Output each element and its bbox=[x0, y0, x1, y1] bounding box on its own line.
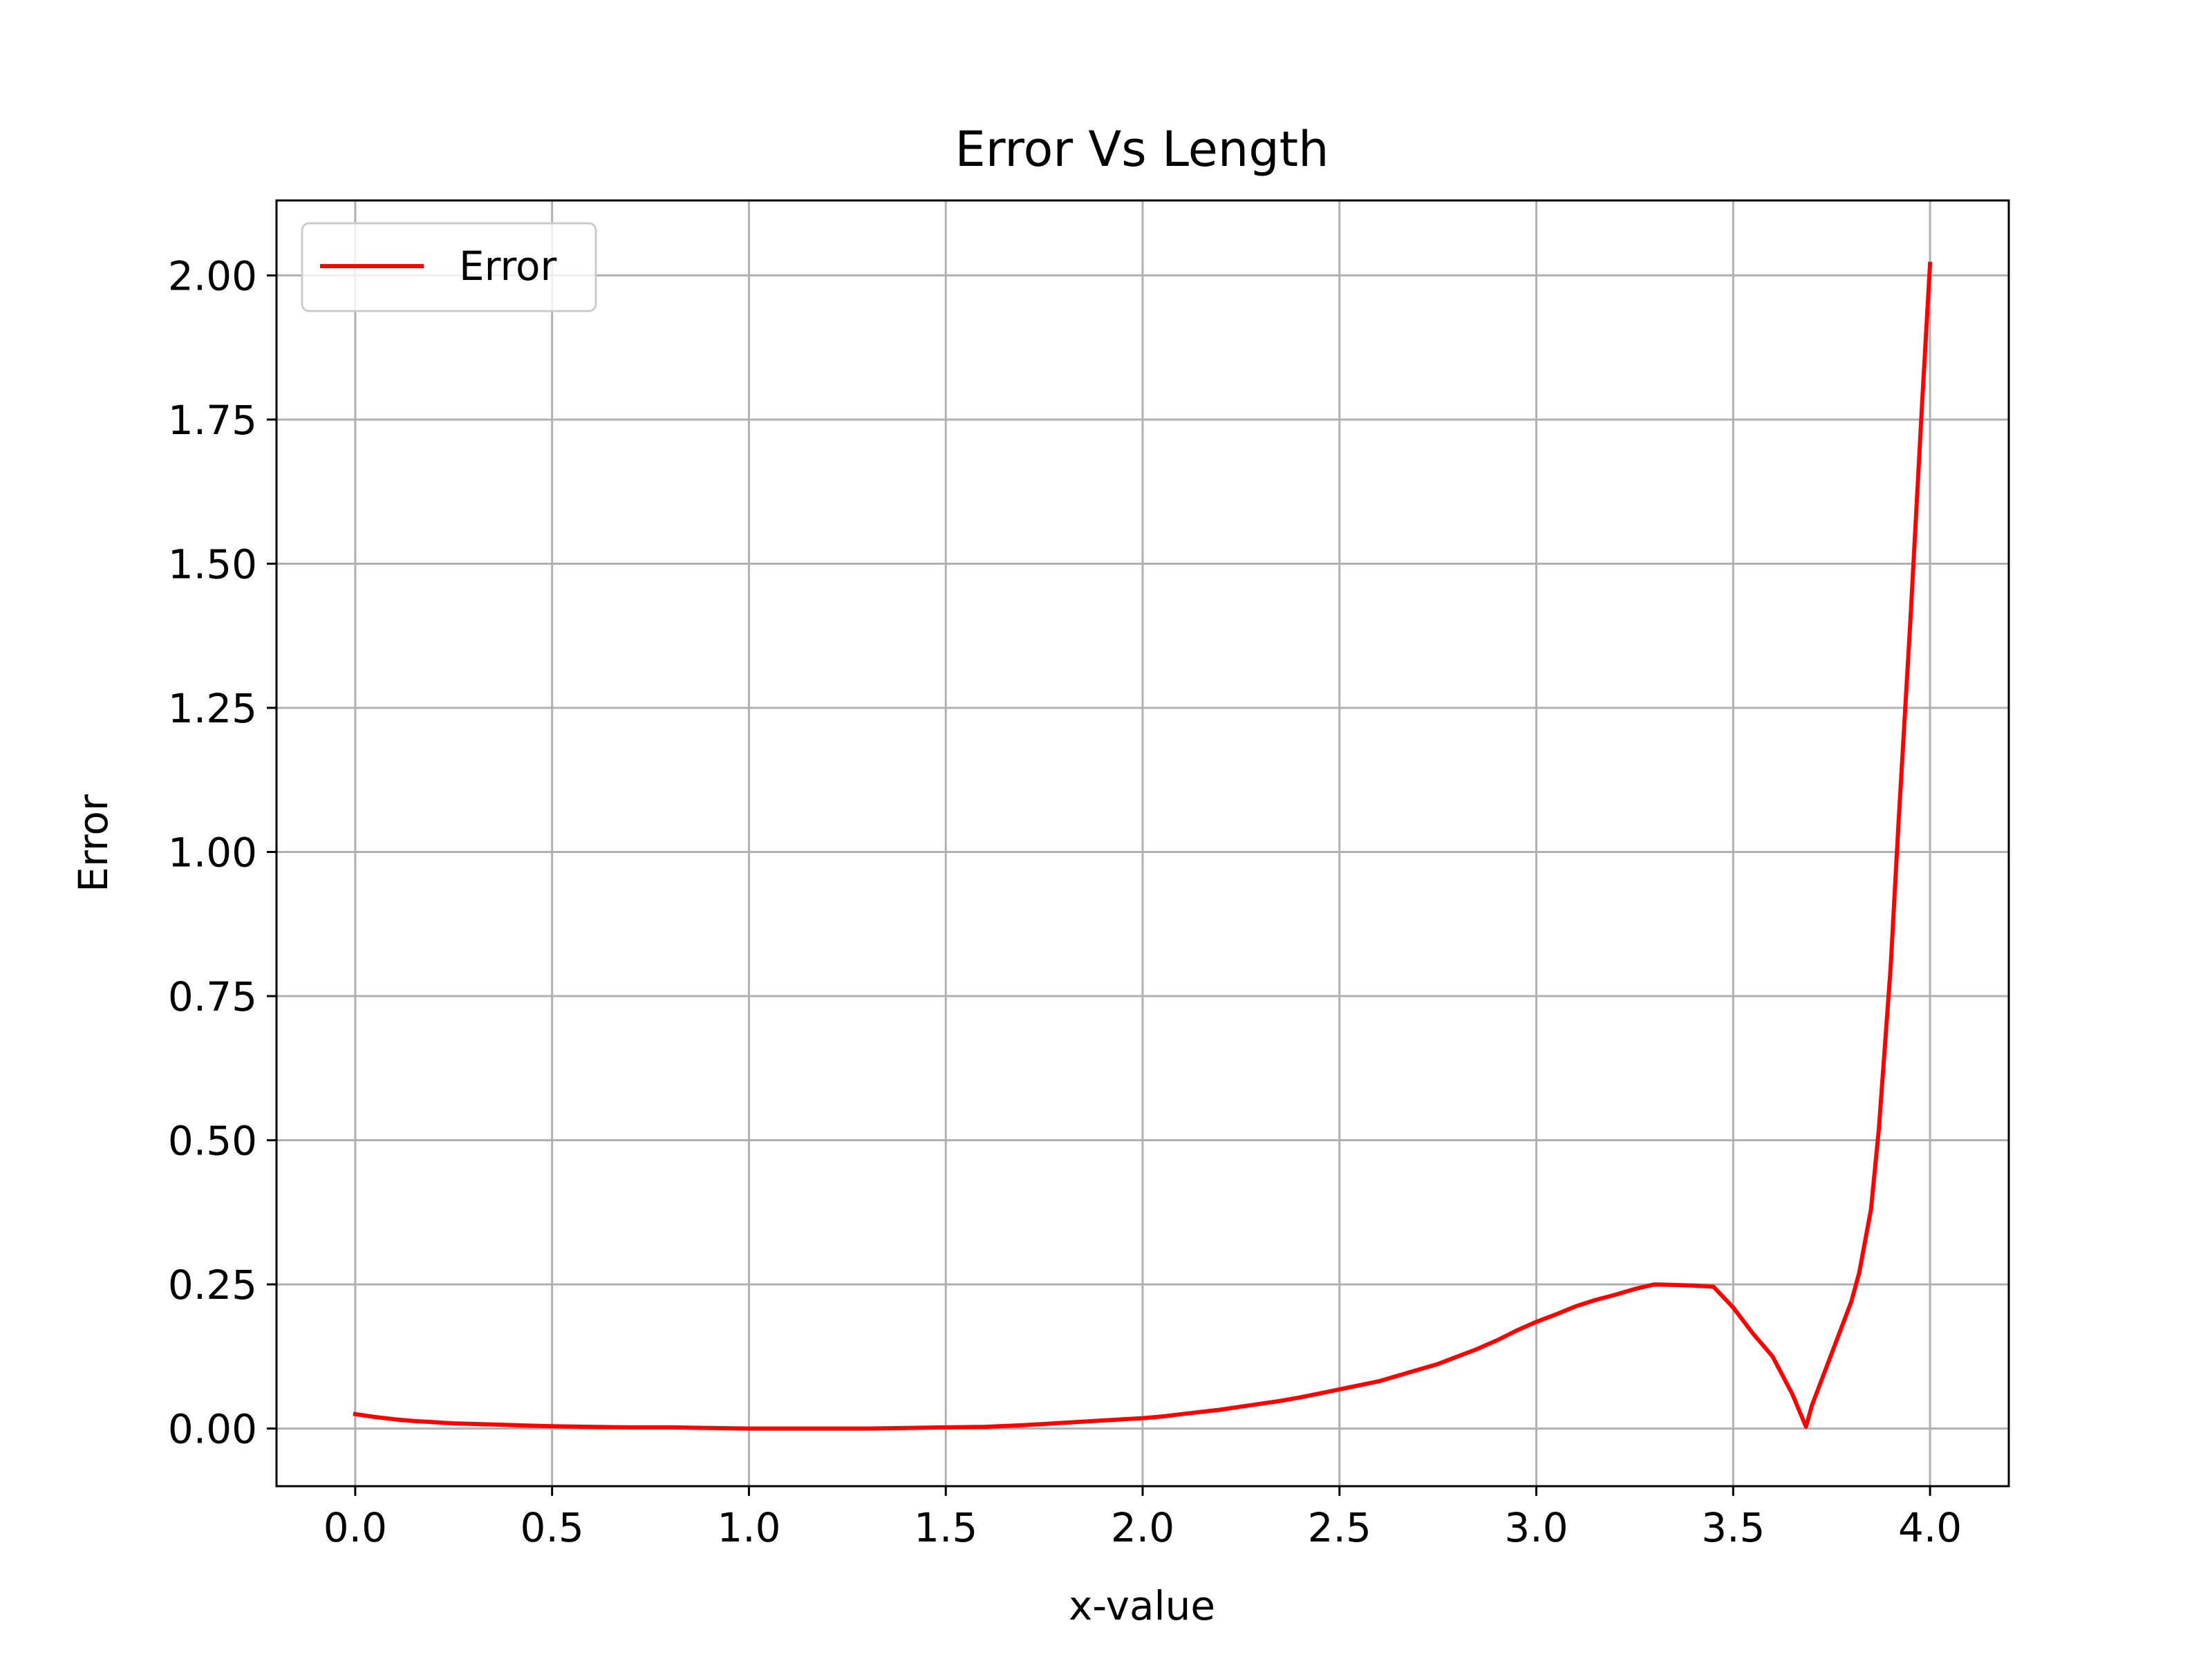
y-axis-label: Error bbox=[70, 794, 117, 892]
y-tick-label: 1.25 bbox=[168, 685, 257, 732]
x-tick-label: 0.0 bbox=[324, 1504, 387, 1551]
legend-label-error: Error bbox=[459, 243, 557, 290]
x-tick-label: 2.5 bbox=[1308, 1504, 1371, 1551]
y-tick-label: 1.75 bbox=[168, 397, 257, 444]
data-series bbox=[353, 261, 1933, 1431]
x-tick-label: 1.0 bbox=[717, 1504, 780, 1551]
legend-box bbox=[301, 222, 597, 312]
chart-title: Error Vs Length bbox=[955, 121, 1329, 178]
axis-ticks: 0.0 0.5 1.0 1.5 2.0 2.5 3.0 3.5 4.0 0.00 0.25 0.50 0… bbox=[168, 252, 1962, 1551]
x-tick-label: 2.0 bbox=[1111, 1504, 1174, 1551]
series-line-error bbox=[353, 261, 1933, 1431]
x-tick-label: 0.5 bbox=[521, 1504, 584, 1551]
legend: Error bbox=[301, 222, 597, 312]
x-tick-label: 4.0 bbox=[1898, 1504, 1962, 1551]
x-tick-label: 3.5 bbox=[1701, 1504, 1765, 1551]
y-tick-label: 1.50 bbox=[168, 541, 257, 588]
x-tick-label: 3.0 bbox=[1504, 1504, 1568, 1551]
y-tick-label: 0.50 bbox=[168, 1118, 257, 1165]
y-tick-label: 1.00 bbox=[168, 830, 257, 877]
y-tick-label: 0.00 bbox=[168, 1406, 257, 1453]
y-tick-label: 0.75 bbox=[168, 973, 257, 1020]
y-tick-label: 0.25 bbox=[168, 1262, 257, 1309]
grid-lines bbox=[276, 200, 2009, 1486]
x-tick-label: 1.5 bbox=[914, 1504, 977, 1551]
x-axis-label: x-value bbox=[1069, 1582, 1215, 1629]
y-tick-label: 2.00 bbox=[168, 252, 257, 299]
